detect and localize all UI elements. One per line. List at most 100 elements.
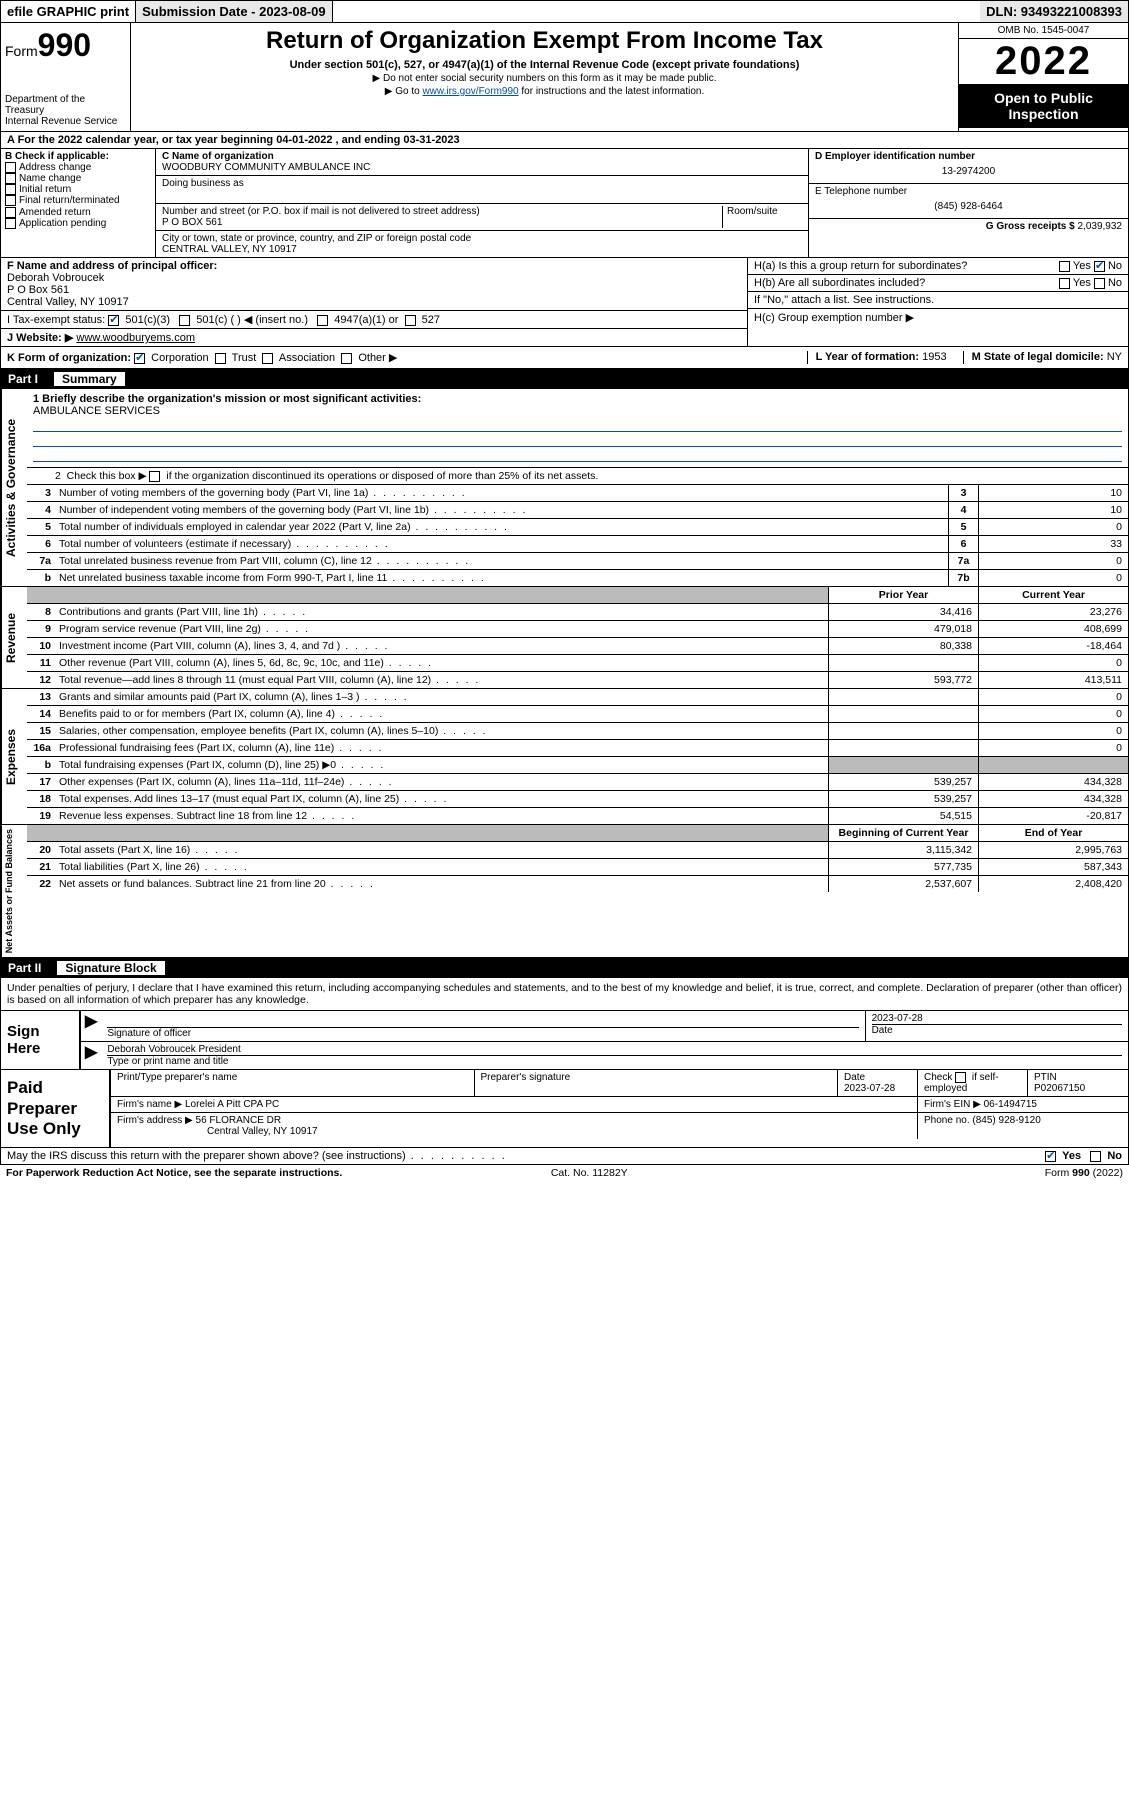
row-a-pre: A For the 2022 calendar year, or tax yea… (7, 134, 276, 146)
table-row: 9 Program service revenue (Part VIII, li… (27, 621, 1128, 638)
row-no: 15 (27, 723, 55, 739)
chk-corp[interactable] (134, 353, 145, 364)
i-o1: 501(c)(3) (125, 314, 170, 326)
prep-date: 2023-07-28 (844, 1083, 911, 1094)
row-no: 20 (27, 842, 55, 858)
website-link[interactable]: www.woodburyems.com (76, 332, 195, 344)
part1-header: Part I Summary (0, 369, 1129, 389)
row-prior: 539,257 (828, 774, 978, 790)
firm-addr-label: Firm's address ▶ (117, 1115, 193, 1126)
fhij-right: H(a) Is this a group return for subordin… (748, 258, 1128, 346)
footer-left: For Paperwork Reduction Act Notice, see … (6, 1167, 342, 1179)
table-row: 4 Number of independent voting members o… (27, 502, 1128, 519)
firm-phone-label: Phone no. (924, 1115, 970, 1126)
chk-name[interactable]: Name change (5, 173, 151, 184)
chk-501c[interactable] (179, 315, 190, 326)
sig-date-label: Date (872, 1024, 1122, 1036)
chk-address[interactable]: Address change (5, 162, 151, 173)
col-c: C Name of organization WOODBURY COMMUNIT… (156, 149, 808, 257)
discuss-yes[interactable] (1045, 1151, 1056, 1162)
chk-initial[interactable]: Initial return (5, 184, 151, 195)
row-prior: 539,257 (828, 791, 978, 807)
row-desc: Total revenue—add lines 8 through 11 (mu… (55, 672, 828, 688)
chk-trust[interactable] (215, 353, 226, 364)
table-row: 8 Contributions and grants (Part VIII, l… (27, 604, 1128, 621)
rev-section: Revenue Prior Year Current Year 8 Contri… (0, 587, 1129, 689)
row-curr: 0 (978, 740, 1128, 756)
table-row: b Net unrelated business taxable income … (27, 570, 1128, 586)
row-curr (978, 757, 1128, 773)
org-address: P O BOX 561 (162, 217, 722, 228)
row-no: 16a (27, 740, 55, 756)
line (33, 433, 1122, 447)
chk-other[interactable] (341, 353, 352, 364)
row-no: 4 (27, 502, 55, 518)
table-row: 10 Investment income (Part VIII, column … (27, 638, 1128, 655)
row-desc: Grants and similar amounts paid (Part IX… (55, 689, 828, 705)
hb-yes-l: Yes (1073, 277, 1091, 289)
row-no: 14 (27, 706, 55, 722)
chk-assoc[interactable] (262, 353, 273, 364)
chk-527[interactable] (405, 315, 416, 326)
chk-discontinued[interactable] (149, 471, 160, 482)
part2-header: Part II Signature Block (0, 958, 1129, 978)
k-label: K Form of organization: (7, 352, 131, 364)
discuss-no[interactable] (1090, 1151, 1101, 1162)
row-desc: Net assets or fund balances. Subtract li… (55, 876, 828, 892)
row-curr: 408,699 (978, 621, 1128, 637)
ha-yes[interactable] (1059, 261, 1070, 272)
side-ag: Activities & Governance (1, 389, 27, 586)
chk-amended[interactable]: Amended return (5, 207, 151, 218)
chk-pending[interactable]: Application pending (5, 218, 151, 229)
header-mid: Return of Organization Exempt From Incom… (131, 23, 958, 131)
exp-body: 13 Grants and similar amounts paid (Part… (27, 689, 1128, 824)
row-box: 7a (948, 553, 978, 569)
table-row: 3 Number of voting members of the govern… (27, 485, 1128, 502)
footer-r-b: 990 (1072, 1167, 1090, 1179)
d-row: D Employer identification number 13-2974… (809, 149, 1128, 184)
na-body: Beginning of Current Year End of Year 20… (27, 825, 1128, 957)
irs-link[interactable]: www.irs.gov/Form990 (422, 86, 518, 97)
row-curr: 2,995,763 (978, 842, 1128, 858)
chk-4947[interactable] (317, 315, 328, 326)
row-no: b (27, 570, 55, 586)
b-item-3: Final return/terminated (19, 196, 120, 207)
discuss-no-l: No (1107, 1150, 1122, 1162)
efile-label[interactable]: efile GRAPHIC print (1, 1, 136, 22)
spacer (27, 825, 828, 841)
q1-label: 1 Briefly describe the organization's mi… (33, 393, 1122, 405)
irs-label: Internal Revenue Service (5, 116, 126, 127)
d-label: D Employer identification number (815, 151, 1122, 162)
row-no: 19 (27, 808, 55, 824)
line (33, 418, 1122, 432)
c-name-label: C Name of organization (162, 151, 802, 162)
chk-final[interactable]: Final return/terminated (5, 195, 151, 206)
chk-501c3[interactable] (108, 315, 119, 326)
hb-no[interactable] (1094, 278, 1105, 289)
note-1: ▶ Do not enter social security numbers o… (139, 73, 950, 84)
form-subtitle: Under section 501(c), 527, or 4947(a)(1)… (139, 59, 950, 71)
header-left: Form990 Department of the Treasury Inter… (1, 23, 131, 131)
paid-preparer-block: Paid Preparer Use Only Print/Type prepar… (0, 1070, 1129, 1148)
row-val: 33 (978, 536, 1128, 552)
l-label: L Year of formation: (816, 351, 920, 363)
hb-yes[interactable] (1059, 278, 1070, 289)
prior-year-hdr: Prior Year (828, 587, 978, 603)
declaration: Under penalties of perjury, I declare th… (0, 978, 1129, 1011)
firm-phone: (845) 928-9120 (972, 1115, 1040, 1126)
row-desc: Contributions and grants (Part VIII, lin… (55, 604, 828, 620)
row-desc: Salaries, other compensation, employee b… (55, 723, 828, 739)
ag-body: 1 Briefly describe the organization's mi… (27, 389, 1128, 586)
k-left: K Form of organization: Corporation Trus… (7, 351, 397, 364)
table-row: 19 Revenue less expenses. Subtract line … (27, 808, 1128, 824)
sign-here-block: Sign Here ▶ Signature of officer 2023-07… (0, 1011, 1129, 1070)
part1-no: Part I (8, 372, 38, 386)
row-no: 21 (27, 859, 55, 875)
j-row: J Website: ▶ www.woodburyems.com (1, 329, 747, 346)
footer-right: Form 990 (2022) (1045, 1167, 1123, 1179)
b-item-5: Application pending (19, 218, 106, 229)
k-o4: Other ▶ (358, 352, 397, 364)
row-desc: Investment income (Part VIII, column (A)… (55, 638, 828, 654)
chk-self-emp[interactable] (955, 1072, 966, 1083)
ha-no[interactable] (1094, 261, 1105, 272)
